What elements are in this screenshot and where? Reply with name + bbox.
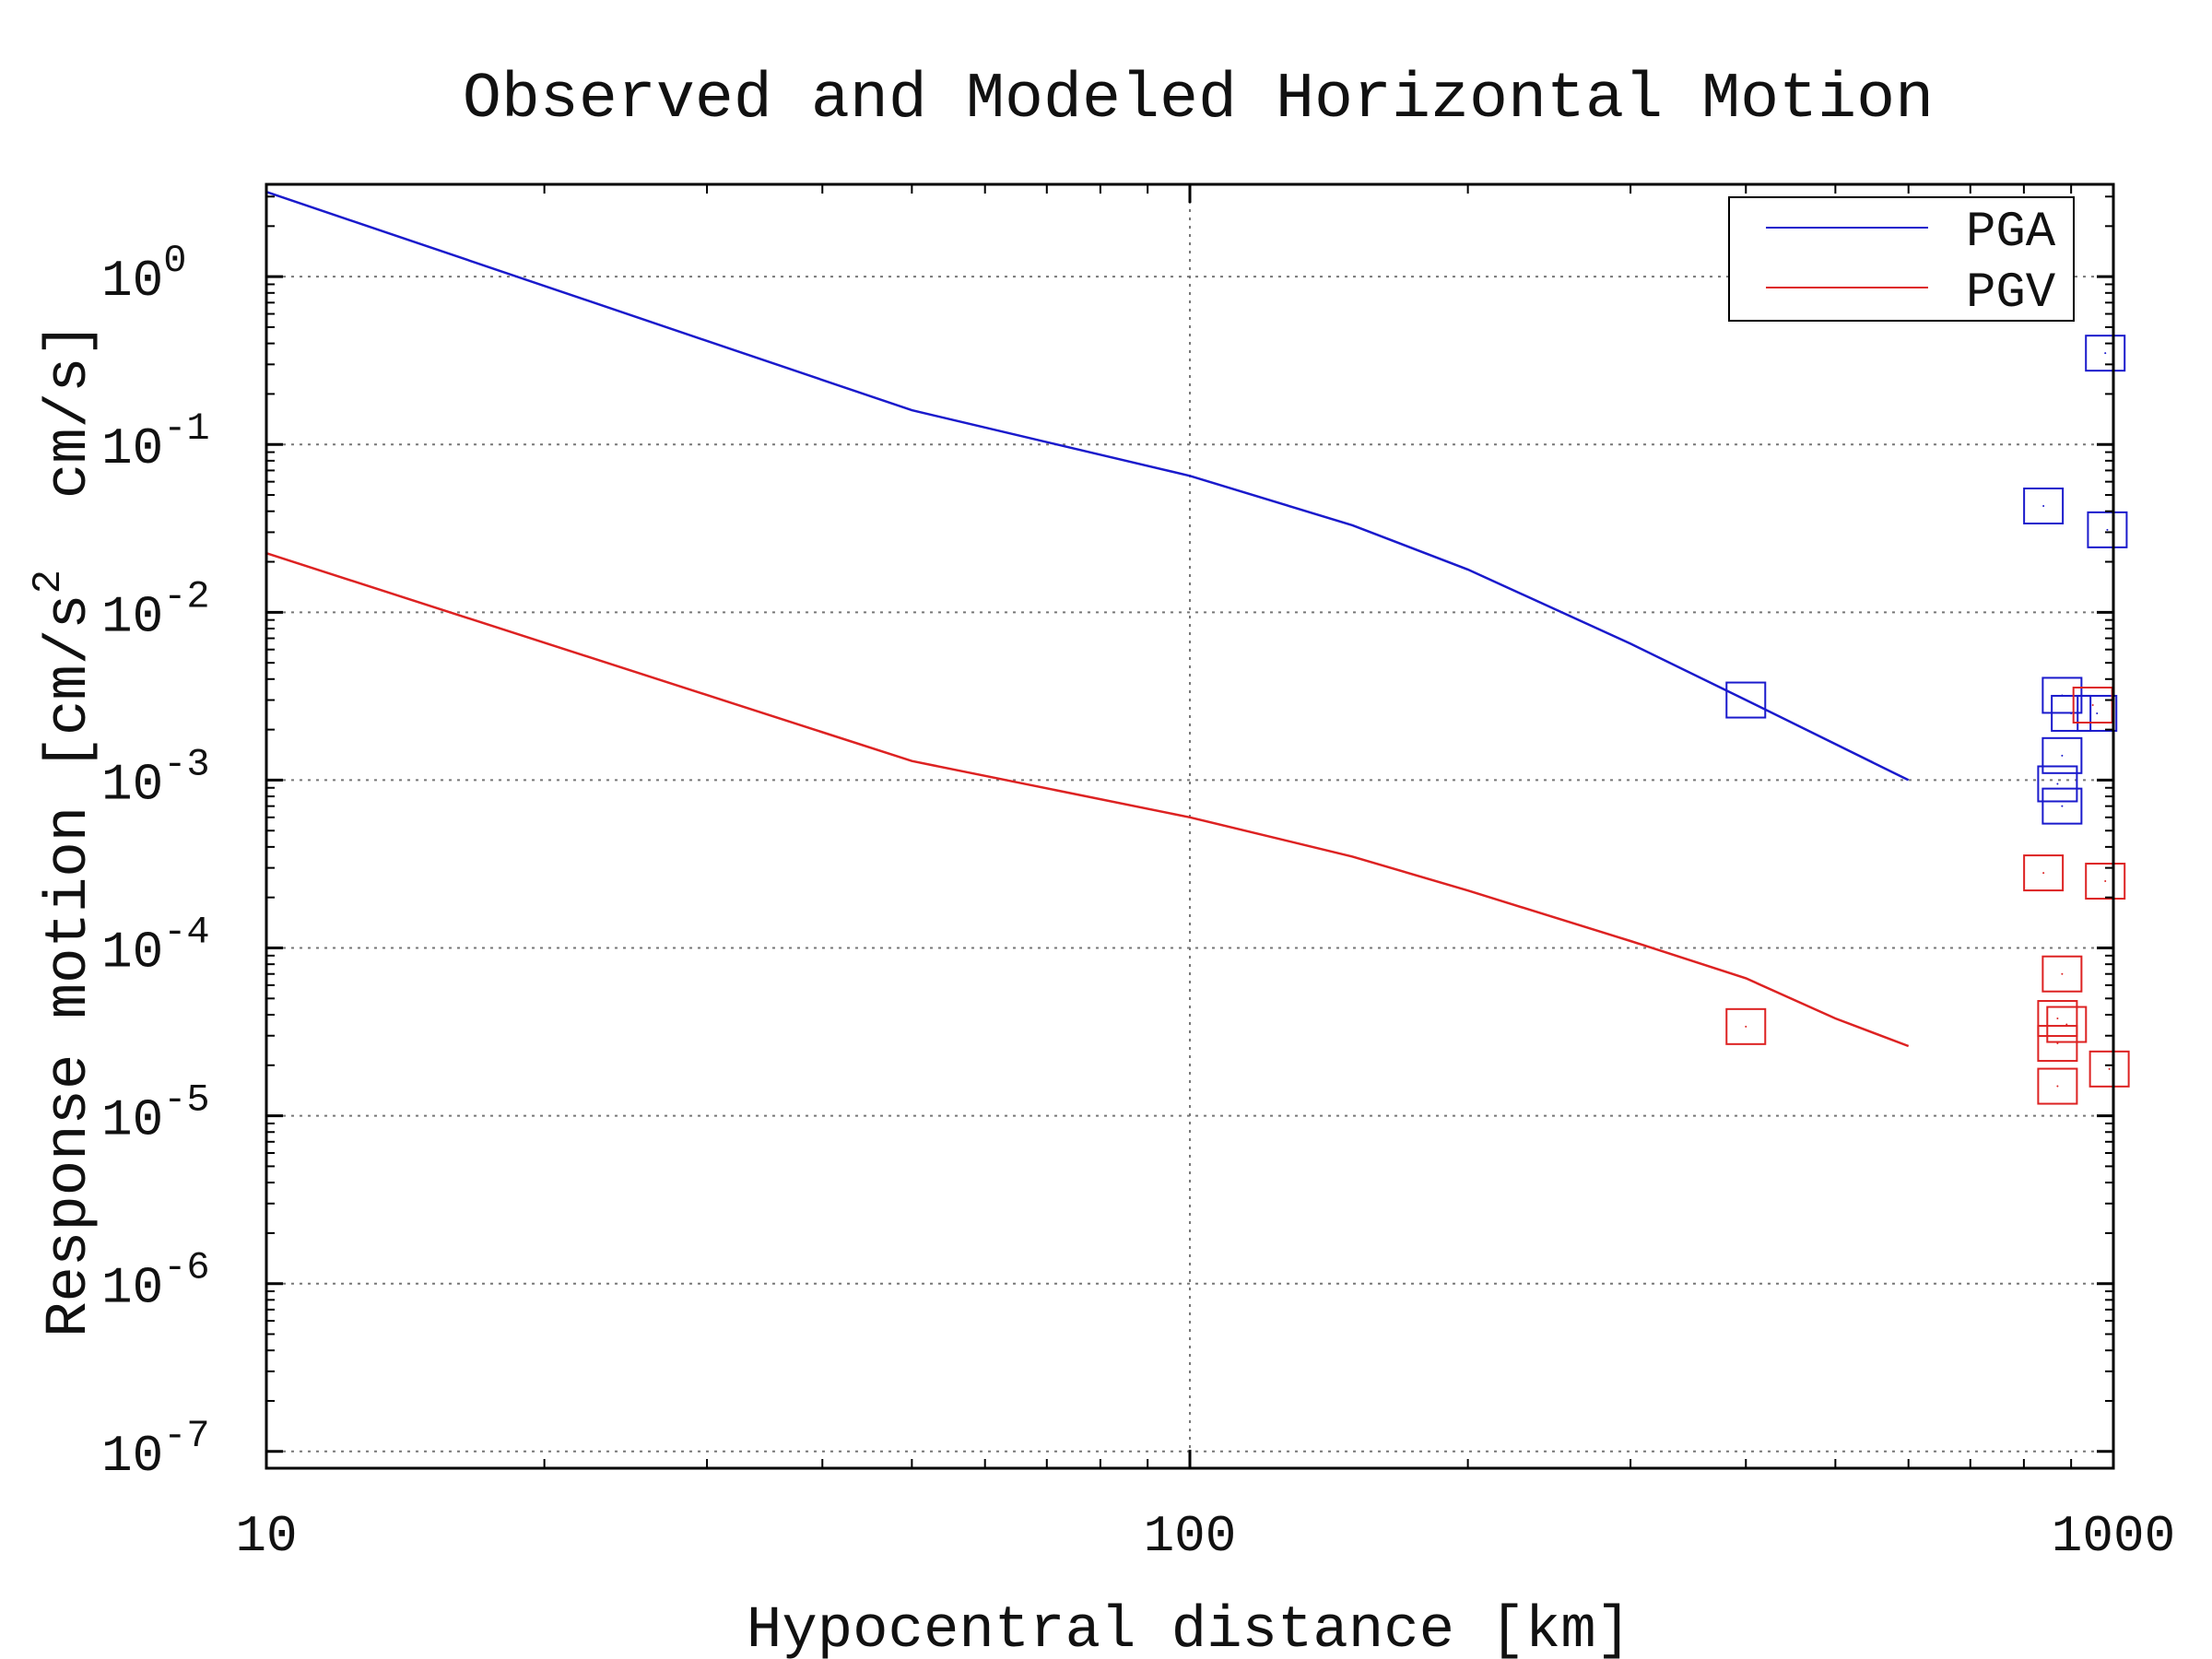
observed-point-pga <box>2023 487 2065 524</box>
y-tick-label: 10-2 <box>101 574 210 646</box>
legend-label-pga: PGA <box>1966 205 2056 261</box>
x-tick-labels: 10 100 1000 <box>235 1507 2175 1566</box>
chart-title: Observed and Modeled Horizontal Motion <box>463 64 1934 136</box>
observed-point-pgv <box>2088 1050 2130 1088</box>
observed-point-pgv <box>2041 955 2083 993</box>
y-tick-label: 10-3 <box>101 742 210 814</box>
observed-point-center <box>2056 1042 2059 1045</box>
y-tick-label: 10-1 <box>101 406 210 478</box>
series-line-pga <box>266 191 1910 782</box>
observed-point-pga <box>2077 694 2118 732</box>
y-tick-label: 100 <box>101 239 186 311</box>
x-tick-label: 1000 <box>2052 1507 2175 1566</box>
legend: PGA PGV <box>1728 196 2075 322</box>
axis-ticks <box>265 184 2115 1468</box>
observed-point-pga <box>2085 335 2126 372</box>
y-tick-label: 10-6 <box>101 1246 210 1318</box>
observed-point-pga <box>2037 765 2078 803</box>
series-lines <box>266 191 1910 1048</box>
observed-point-center <box>2061 754 2064 757</box>
observed-point-pga <box>2051 694 2092 732</box>
x-axis-label: Hypocentral distance [km] <box>747 1598 1631 1659</box>
observed-point-pgv <box>2037 1000 2078 1038</box>
observed-point-pga <box>2087 511 2128 548</box>
observed-point-pgv <box>2023 854 2065 892</box>
observed-point-center <box>2104 880 2107 883</box>
observed-point-center <box>1745 699 1747 701</box>
grid-layer <box>266 184 2113 1468</box>
observed-point-pga <box>2041 787 2083 825</box>
x-tick-label: 100 <box>1144 1507 1237 1566</box>
observed-point-pgv <box>2046 1006 2088 1043</box>
observed-point-pgv <box>1725 1007 1767 1045</box>
observed-point-center <box>2061 805 2064 807</box>
observed-point-center <box>2070 712 2073 714</box>
observed-point-center <box>2091 704 2094 707</box>
y-tick-labels: 100 10-1 10-2 10-3 10-4 10-5 10-6 10-7 <box>101 239 210 1486</box>
y-tick-label: 10-7 <box>101 1414 210 1486</box>
observed-point-pga <box>2041 736 2083 774</box>
observed-point-center <box>2108 1067 2111 1070</box>
observed-point-center <box>2106 528 2109 531</box>
x-tick-label: 10 <box>235 1507 297 1566</box>
y-tick-label: 10-5 <box>101 1078 210 1150</box>
y-axis-label: Response motion [cm/s2 cm/s] <box>26 322 103 1337</box>
observed-point-pgv <box>2037 1067 2078 1105</box>
observed-point-center <box>1745 1025 1747 1028</box>
legend-box <box>1728 196 2075 322</box>
observed-point-center <box>2056 1018 2059 1020</box>
observed-point-center <box>2061 972 2064 975</box>
series-line-pgv <box>266 552 1910 1048</box>
observed-point-pga <box>1725 681 1767 719</box>
observed-point-center <box>2056 1085 2059 1088</box>
observed-point-pgv <box>2085 863 2126 900</box>
observed-point-center <box>2096 712 2099 714</box>
y-tick-label: 10-4 <box>101 911 210 982</box>
observed-point-center <box>2065 1023 2068 1026</box>
legend-label-pgv: PGV <box>1966 265 2056 322</box>
observed-point-center <box>2042 872 2045 875</box>
observed-point-pgv <box>2037 1025 2078 1063</box>
observed-markers <box>1725 335 2130 1105</box>
observed-point-center <box>2056 782 2059 785</box>
observed-point-center <box>2104 352 2107 355</box>
observed-point-center <box>2042 504 2045 507</box>
